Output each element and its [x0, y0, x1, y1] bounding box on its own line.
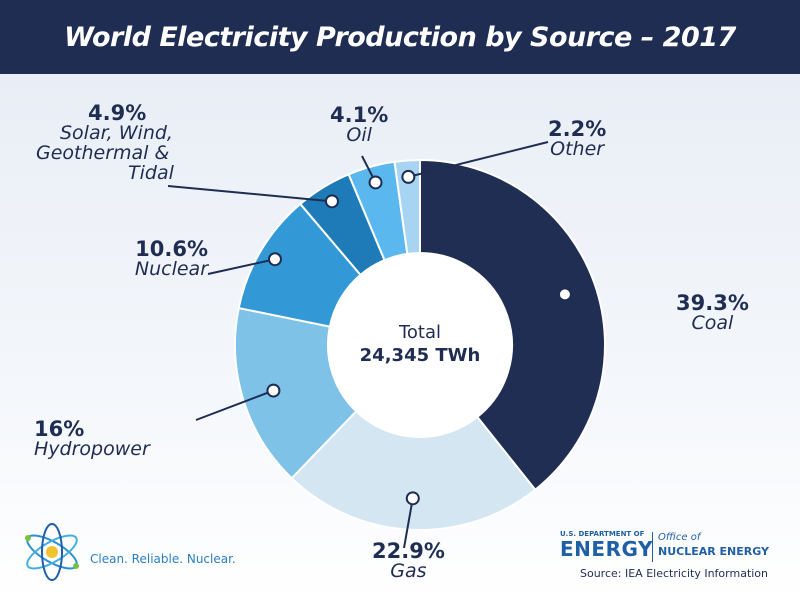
- office-line2: NUCLEAR ENERGY: [658, 545, 770, 558]
- leader-dot-gas: [405, 491, 420, 506]
- label-other: 2.2% Other: [548, 118, 606, 160]
- label-oil: 4.1% Oil: [330, 104, 388, 146]
- name-renewables-line3: Tidal: [128, 161, 174, 184]
- name-gas: Gas: [390, 560, 427, 583]
- doe-separator: [652, 532, 653, 562]
- office-line1: Office of: [658, 532, 701, 543]
- pct-oil: 4.1%: [330, 103, 389, 127]
- label-coal: 39.3% Coal: [676, 292, 749, 334]
- name-renewables-line1: Solar, Wind,: [60, 122, 173, 145]
- leader-line-other: [408, 141, 549, 178]
- leader-line-nuclear: [207, 258, 276, 275]
- label-renewables: 4.9% Solar, Wind, Geothermal & Tidal: [36, 102, 174, 184]
- atom-logo-icon: [25, 523, 79, 581]
- doe-small-text: U.S. DEPARTMENT OF: [560, 530, 645, 538]
- label-gas: 22.9% Gas: [372, 540, 445, 582]
- tagline: Clean. Reliable. Nuclear.: [90, 552, 236, 566]
- doe-big-text: ENERGY: [560, 537, 653, 561]
- pct-other: 2.2%: [548, 117, 607, 141]
- name-nuclear: Nuclear: [134, 258, 208, 281]
- pct-gas: 22.9%: [372, 539, 445, 563]
- name-coal: Coal: [691, 312, 734, 335]
- leader-line-renewables: [167, 185, 333, 203]
- leader-dot-coal: [557, 287, 572, 302]
- name-renewables-line2: Geothermal &: [36, 141, 170, 164]
- pct-coal: 39.3%: [676, 291, 749, 315]
- pct-nuclear: 10.6%: [135, 237, 208, 261]
- name-hydropower: Hydropower: [34, 438, 150, 461]
- label-nuclear: 10.6% Nuclear: [60, 238, 208, 280]
- total-label: Total: [398, 322, 442, 343]
- title-bar: World Electricity Production by Source –…: [0, 0, 800, 74]
- pct-renewables: 4.9%: [88, 101, 147, 125]
- label-hydropower: 16% Hydropower: [34, 418, 150, 460]
- doe-logo: U.S. DEPARTMENT OF ENERGY Office of NUCL…: [560, 530, 780, 576]
- name-other: Other: [550, 138, 605, 161]
- leader-line-hydropower: [195, 389, 274, 421]
- leader-dot-oil: [368, 175, 383, 190]
- leader-line-gas: [403, 498, 414, 549]
- donut-hole: [328, 253, 512, 437]
- leader-dot-renewables: [324, 194, 339, 209]
- source-note: Source: IEA Electricity Information: [580, 567, 769, 580]
- total-center-label: Total 24,345 TWh: [330, 322, 510, 366]
- leader-dot-hydropower: [266, 383, 281, 398]
- leader-dot-other: [401, 169, 416, 184]
- leader-dot-nuclear: [267, 252, 282, 267]
- pct-hydropower: 16%: [34, 417, 85, 441]
- name-oil: Oil: [346, 124, 372, 147]
- total-value: 24,345 TWh: [359, 345, 481, 366]
- chart-title: World Electricity Production by Source –…: [64, 21, 736, 53]
